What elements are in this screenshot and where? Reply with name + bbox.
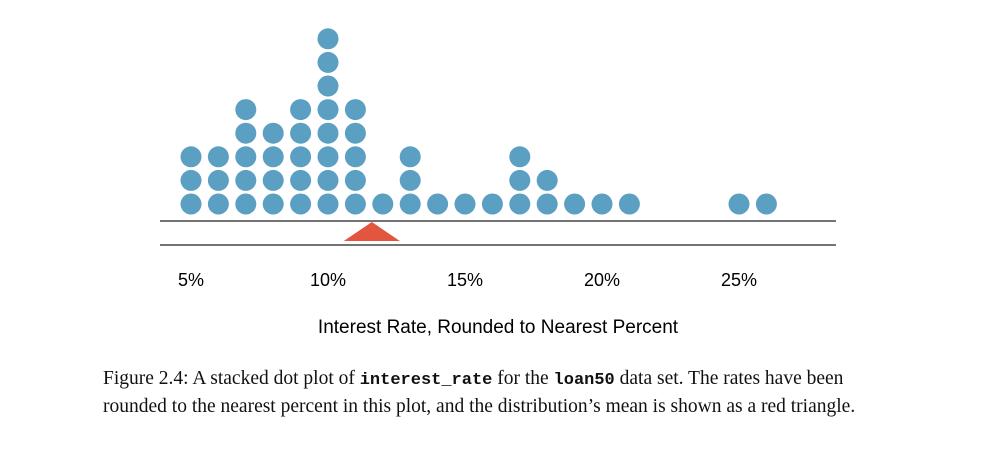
data-dot (235, 193, 257, 215)
data-dot (317, 99, 339, 121)
x-tick-label: 20% (584, 270, 620, 290)
data-dot (180, 146, 202, 168)
data-dot (180, 193, 202, 215)
data-dot (344, 122, 366, 144)
data-dot (509, 146, 531, 168)
data-dot (509, 169, 531, 191)
data-dot (180, 169, 202, 191)
data-dot (509, 193, 531, 215)
stacked-dot-plot: 5% 10% 15% 20% 25% Interest Rate, Rounded to… (160, 28, 836, 338)
x-axis-title: Interest Rate, Rounded to Nearest Percen… (318, 317, 679, 338)
data-dot (344, 99, 366, 121)
data-dot (399, 169, 421, 191)
data-dot (262, 193, 284, 215)
data-dot (235, 146, 257, 168)
data-dot (536, 193, 558, 215)
data-dot (317, 28, 339, 50)
data-dot (207, 146, 229, 168)
data-dot (317, 75, 339, 97)
mean-triangle-marker (343, 222, 400, 241)
data-dot (235, 169, 257, 191)
data-dot (262, 169, 284, 191)
data-dot (591, 193, 613, 215)
caption-text-3: data set. The rates have been rounded to… (103, 368, 856, 417)
data-dot (728, 193, 750, 215)
data-dot (290, 169, 312, 191)
data-dot (235, 99, 257, 121)
x-tick-label: 25% (721, 270, 757, 290)
caption-code-loan50: loan50 (553, 371, 615, 390)
data-dot (564, 193, 586, 215)
dots-layer (180, 28, 777, 215)
data-dot (207, 193, 229, 215)
caption-text-1: Figure 2.4: A stacked dot plot of (103, 368, 360, 389)
data-dot (344, 169, 366, 191)
data-dot (317, 122, 339, 144)
data-dot (290, 99, 312, 121)
data-dot (290, 146, 312, 168)
data-dot (454, 193, 476, 215)
data-dot (399, 146, 421, 168)
x-tick-labels: 5% 10% 15% 20% 25% (178, 270, 757, 290)
data-dot (481, 193, 503, 215)
caption-code-interest-rate: interest_rate (359, 371, 493, 390)
data-dot (235, 122, 257, 144)
x-tick-label: 15% (447, 270, 483, 290)
data-dot (317, 146, 339, 168)
data-dot (290, 193, 312, 215)
data-dot (344, 146, 366, 168)
data-dot (536, 169, 558, 191)
data-dot (317, 193, 339, 215)
caption-text-2: for the (492, 368, 554, 389)
data-dot (618, 193, 640, 215)
figure-caption: Figure 2.4: A stacked dot plot of intere… (103, 366, 903, 420)
data-dot (262, 146, 284, 168)
x-tick-label: 5% (178, 270, 204, 290)
data-dot (755, 193, 777, 215)
data-dot (344, 193, 366, 215)
data-dot (317, 169, 339, 191)
data-dot (290, 122, 312, 144)
data-dot (427, 193, 449, 215)
data-dot (372, 193, 394, 215)
data-dot (399, 193, 421, 215)
data-dot (262, 122, 284, 144)
x-tick-label: 10% (310, 270, 346, 290)
data-dot (317, 51, 339, 73)
data-dot (207, 169, 229, 191)
